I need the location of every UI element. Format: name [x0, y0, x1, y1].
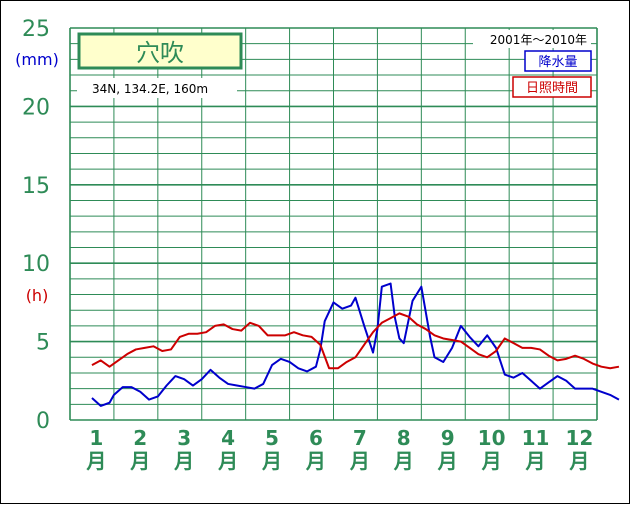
month-number-label: 10 — [478, 426, 506, 450]
month-number-label: 5 — [265, 426, 279, 450]
period-label: 2001年～2010年 — [490, 33, 587, 47]
precip-unit-label: (mm) — [15, 50, 59, 69]
y-tick-label: 25 — [22, 17, 50, 42]
month-number-label: 7 — [353, 426, 367, 450]
month-number-label: 1 — [89, 426, 103, 450]
month-suffix-label: 月 — [525, 449, 546, 473]
y-tick-label: 10 — [22, 252, 50, 277]
month-suffix-label: 月 — [217, 449, 238, 473]
month-number-label: 11 — [522, 426, 550, 450]
y-axis: 0 5 10 15 20 25 — [22, 17, 50, 434]
month-number-label: 2 — [133, 426, 147, 450]
legend-precip — [524, 50, 592, 72]
month-number-label: 9 — [441, 426, 455, 450]
month-suffix-label: 月 — [393, 449, 414, 473]
series-layer — [91, 282, 620, 407]
grid — [69, 27, 598, 421]
legend-sun — [512, 76, 592, 98]
y-tick-label: 15 — [22, 174, 50, 199]
series-line-sun — [91, 312, 620, 370]
month-number-label: 3 — [177, 426, 191, 450]
month-suffix-label: 月 — [481, 449, 502, 473]
title-box — [77, 32, 243, 70]
month-suffix-label: 月 — [568, 449, 589, 473]
month-suffix-label: 月 — [305, 449, 326, 473]
chart-title: 穴吹 — [136, 39, 184, 67]
legend-precip-label: 降水量 — [538, 55, 577, 70]
legend-sun-label: 日照時間 — [526, 81, 578, 96]
month-number-label: 12 — [566, 426, 594, 450]
y-tick-label: 5 — [36, 331, 50, 356]
y-tick-label: 0 — [36, 409, 50, 434]
month-number-label: 8 — [397, 426, 411, 450]
month-number-label: 4 — [221, 426, 235, 450]
month-suffix-label: 月 — [349, 449, 370, 473]
month-number-label: 6 — [309, 426, 323, 450]
period-box — [473, 30, 591, 48]
month-suffix-label: 月 — [173, 449, 194, 473]
month-suffix-label: 月 — [261, 449, 282, 473]
location-label: 34N, 134.2E, 160m — [92, 82, 208, 96]
location-box — [77, 78, 237, 98]
y-tick-label: 20 — [22, 95, 50, 120]
month-suffix-label: 月 — [129, 449, 150, 473]
month-suffix-label: 月 — [85, 449, 106, 473]
month-suffix-label: 月 — [437, 449, 458, 473]
series-line-precip — [91, 282, 620, 407]
sun-unit-label: (h) — [26, 286, 49, 305]
